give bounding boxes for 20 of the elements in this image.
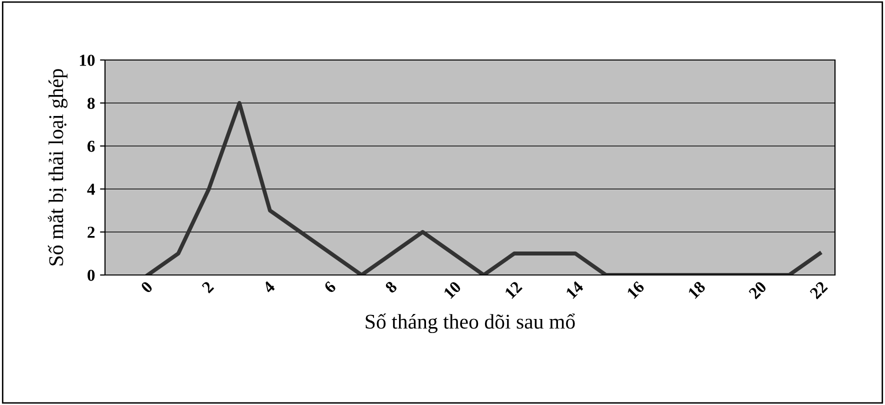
y-tick-label: 8 bbox=[88, 98, 95, 109]
x-tick-label: 4 bbox=[262, 280, 276, 294]
y-tick-label: 4 bbox=[87, 184, 95, 195]
y-tick-label: 2 bbox=[88, 226, 95, 238]
x-tick-label: 12 bbox=[504, 280, 523, 299]
x-tick-label: 14 bbox=[565, 280, 584, 299]
y-axis-title: Số mắt bị thải loại ghép bbox=[48, 69, 68, 266]
x-tick-label: 20 bbox=[748, 280, 768, 300]
x-tick-label: 6 bbox=[324, 280, 337, 294]
x-tick-label: 2 bbox=[201, 280, 214, 294]
x-tick-label: 16 bbox=[626, 280, 645, 299]
x-tick-label: 10 bbox=[443, 280, 462, 299]
y-tick-label: 6 bbox=[88, 140, 95, 152]
x-tick-label: 18 bbox=[688, 280, 706, 299]
y-tick-label: 10 bbox=[80, 54, 95, 66]
y-tick-label: 0 bbox=[88, 270, 95, 281]
x-tick-label: 8 bbox=[384, 280, 398, 294]
x-axis-title: Số tháng theo dõi sau mổ bbox=[366, 313, 575, 334]
x-tick-label: 0 bbox=[140, 280, 154, 294]
x-tick-label: 22 bbox=[809, 280, 828, 300]
